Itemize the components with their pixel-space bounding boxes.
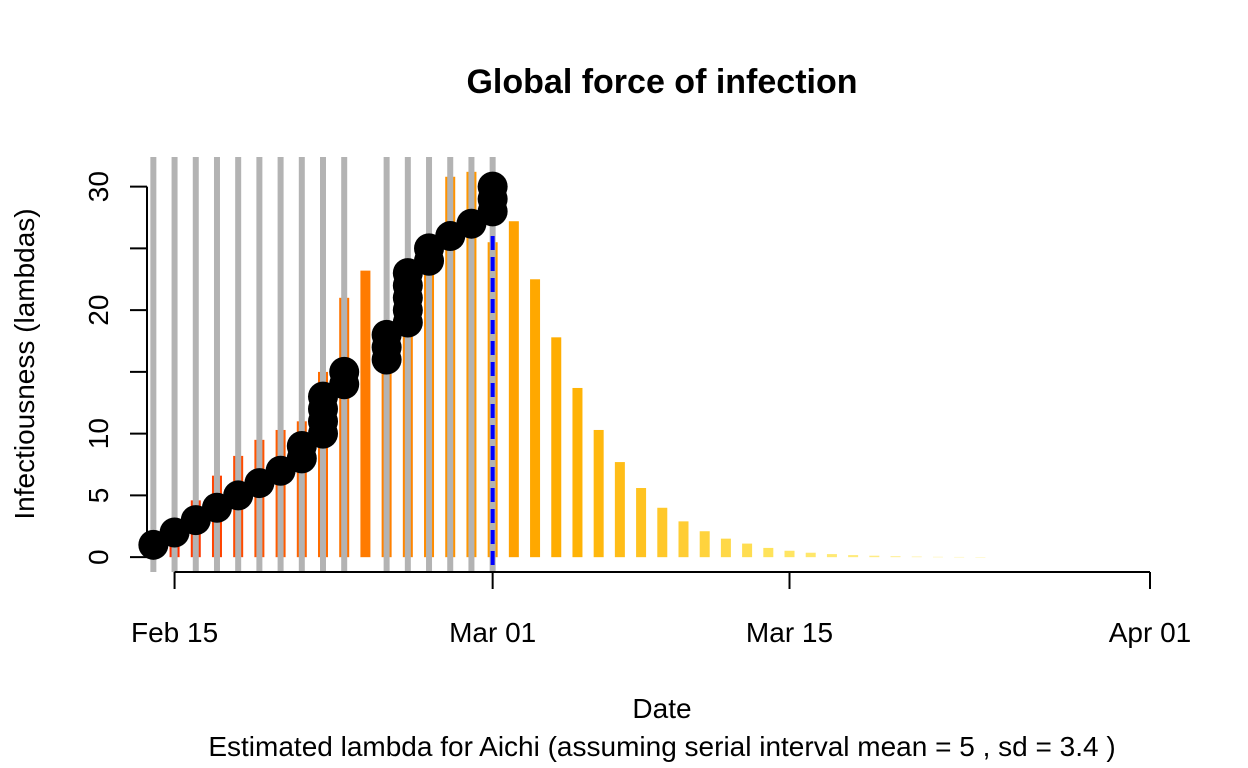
case-point-29	[477, 171, 508, 202]
y-tick-label-1: 5	[83, 488, 114, 504]
lambda-bar-21	[593, 429, 604, 558]
lambda-bar-33	[848, 555, 859, 558]
lambda-bars	[148, 171, 986, 558]
case-point-14	[329, 356, 360, 387]
x-axis: Feb 15 Mar 01 Mar 15 Apr 01	[131, 571, 1192, 648]
lambda-bar-20	[572, 387, 583, 558]
lambda-bar-28	[742, 543, 753, 558]
chart-subtitle: Estimated lambda for Aichi (assuming ser…	[208, 731, 1115, 762]
lambda-bar-22	[614, 462, 625, 558]
lambda-bar-23	[636, 488, 647, 558]
lambda-bar-25	[678, 521, 689, 558]
y-tick-label-2: 10	[83, 418, 114, 449]
lambda-bar-32	[826, 554, 837, 558]
lambda-bar-37	[932, 556, 943, 558]
y-tick-label-6: 30	[83, 171, 114, 202]
lambda-bar-19	[551, 337, 562, 558]
y-tick-label-0: 0	[83, 549, 114, 565]
x-tick-label-0: Feb 15	[131, 617, 218, 648]
x-tick-label-3: Apr 01	[1109, 617, 1192, 648]
lambda-bar-29	[763, 547, 774, 558]
lambda-bar-35	[890, 556, 901, 558]
lambda-bar-34	[869, 555, 880, 558]
lambda-bar-36	[911, 556, 922, 558]
lambda-bar-24	[657, 507, 668, 558]
lambda-bar-17	[508, 221, 519, 558]
chart-title: Global force of infection	[466, 63, 857, 101]
lambda-bar-26	[699, 531, 710, 558]
lambda-bar-10	[360, 270, 371, 558]
cumulative-case-points	[138, 171, 508, 560]
lambda-bar-38	[954, 556, 965, 558]
lambda-bar-31	[805, 552, 816, 558]
x-axis-label: Date	[632, 693, 691, 724]
x-tick-label-1: Mar 01	[449, 617, 536, 648]
lambda-bar-39	[975, 557, 986, 558]
x-tick-label-2: Mar 15	[746, 617, 833, 648]
y-tick-label-4: 20	[83, 295, 114, 326]
y-axis: 0 5 10 20 30	[83, 171, 148, 565]
lambda-bar-27	[720, 538, 731, 558]
lambda-bar-18	[530, 279, 541, 558]
y-axis-label: Infectiousness (lambdas)	[9, 208, 40, 519]
lambda-bar-30	[784, 550, 795, 558]
